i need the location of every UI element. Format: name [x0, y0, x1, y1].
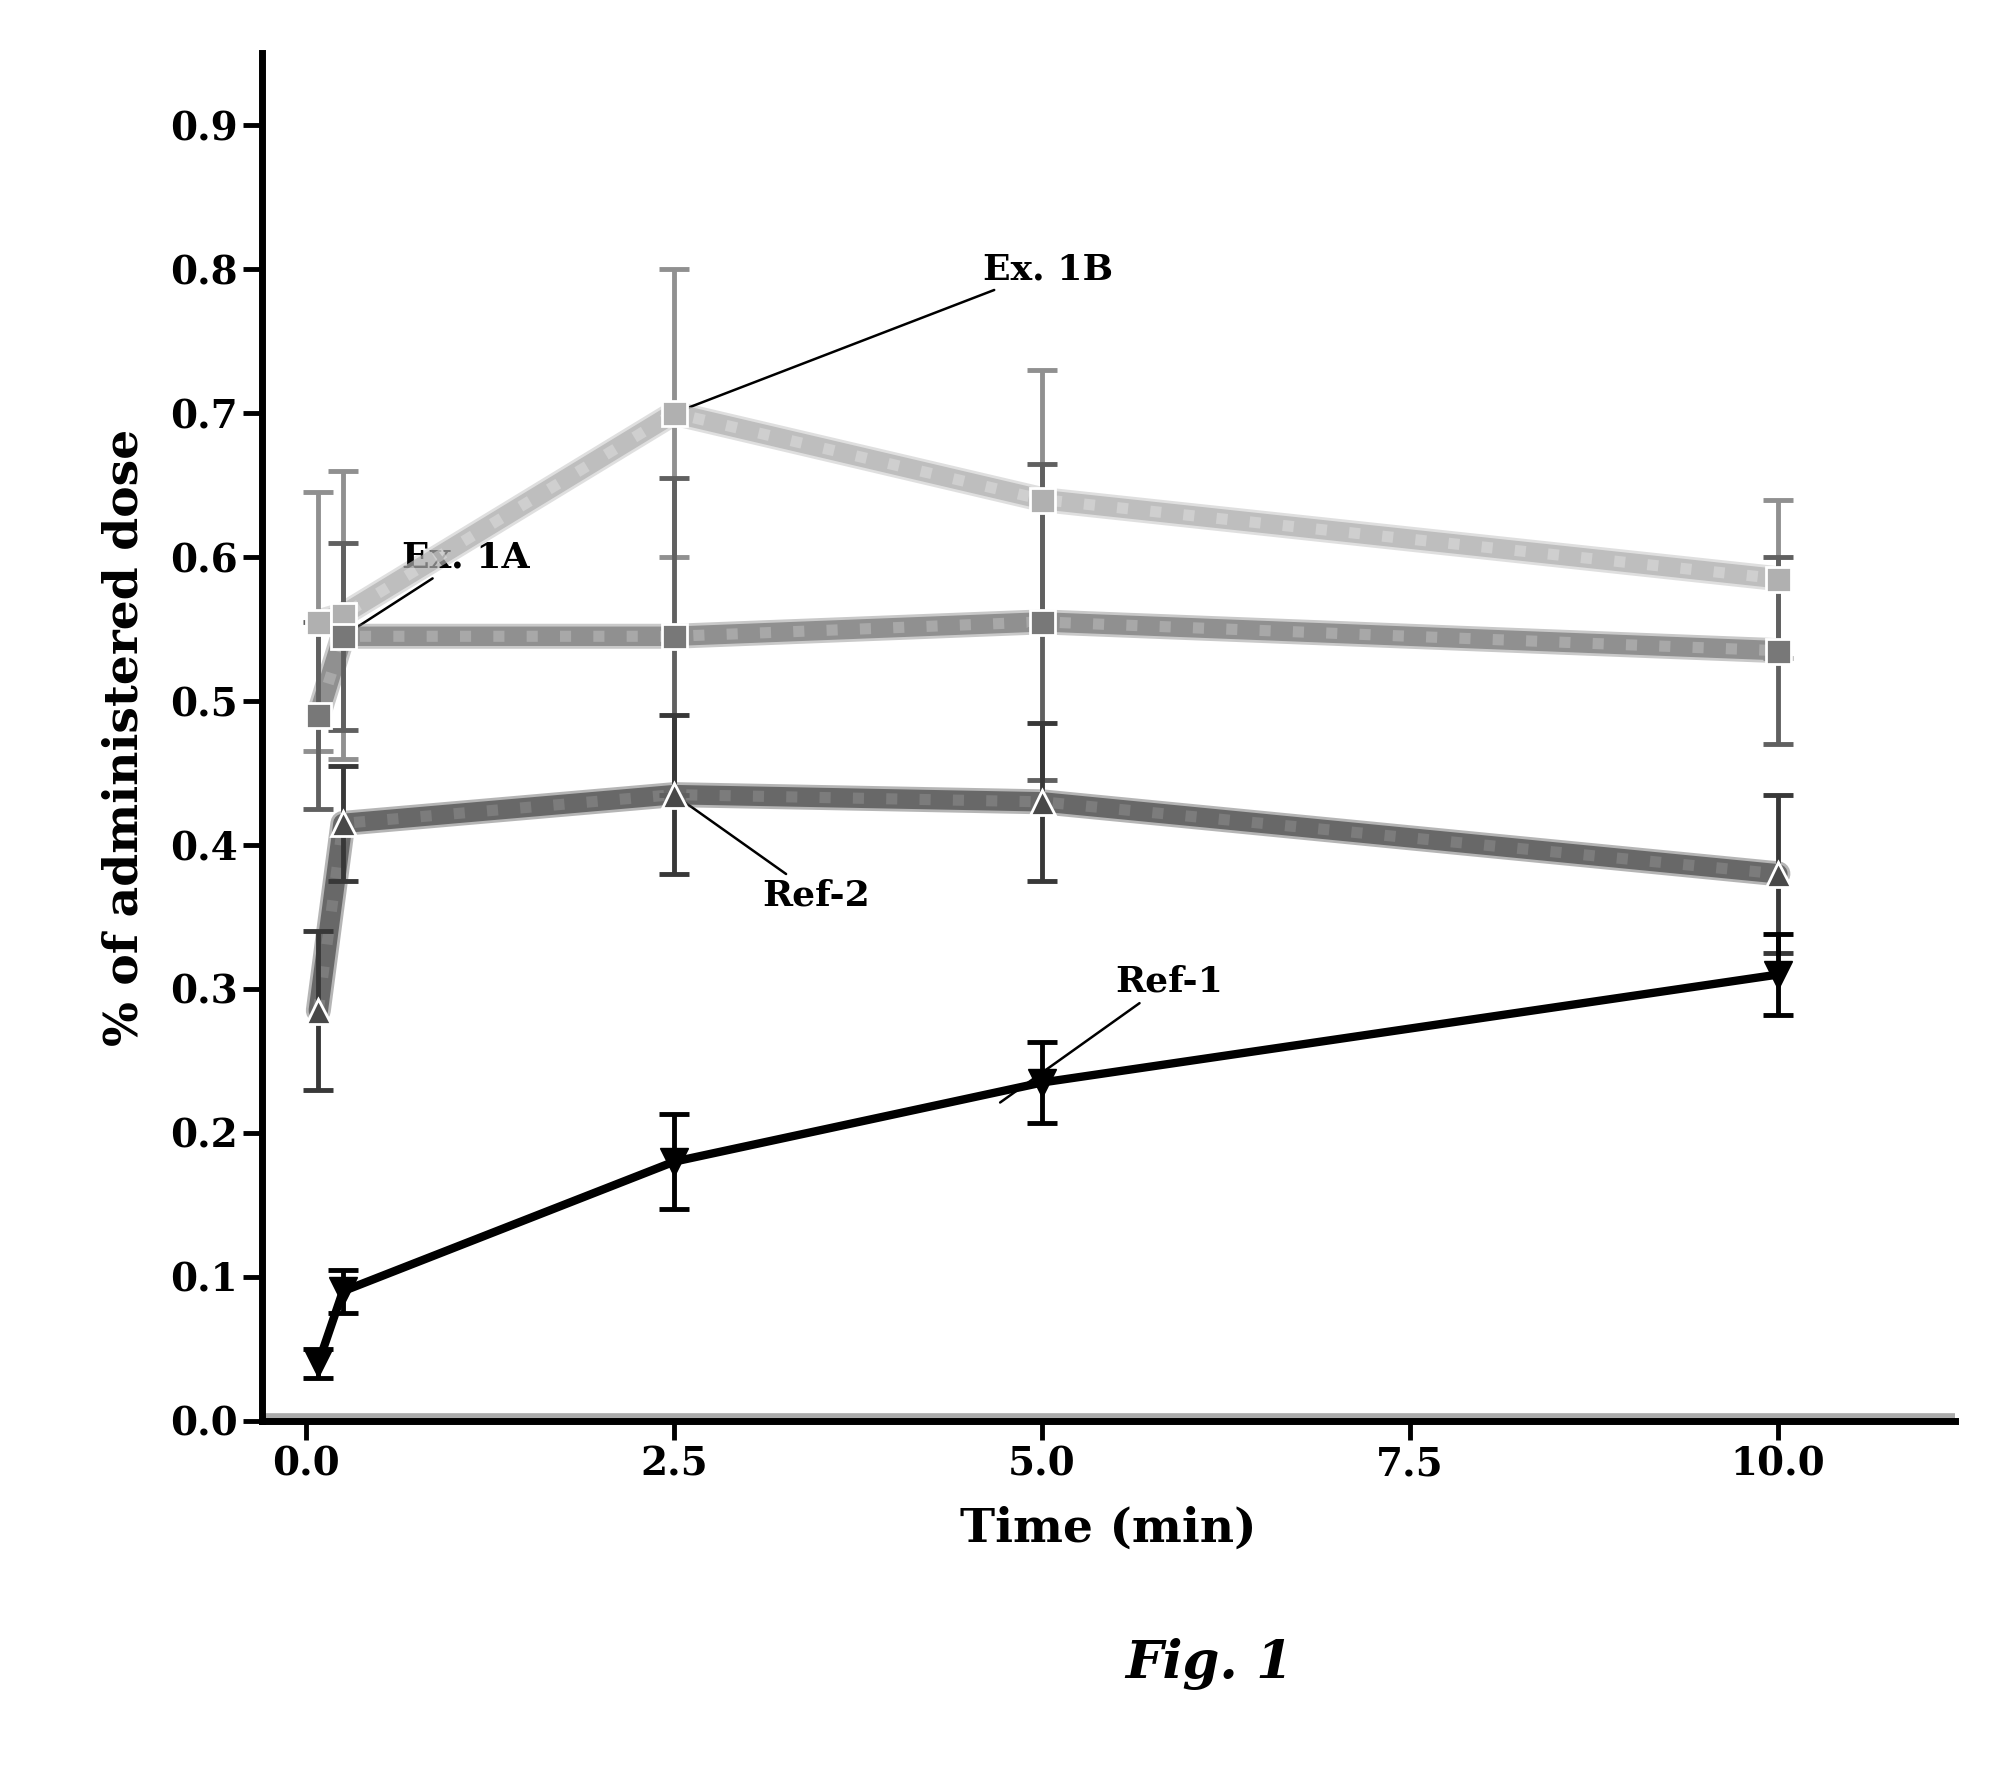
Y-axis label: % of administered dose: % of administered dose: [101, 428, 147, 1046]
Text: Ex. 1A: Ex. 1A: [344, 540, 530, 634]
Text: Ex. 1B: Ex. 1B: [677, 252, 1112, 412]
Text: Ref-2: Ref-2: [677, 796, 870, 913]
Bar: [262, 1421, 1954, 1439]
X-axis label: Time (min): Time (min): [959, 1506, 1257, 1550]
Text: Ref-1: Ref-1: [999, 964, 1222, 1103]
Text: Fig. 1: Fig. 1: [1124, 1637, 1293, 1691]
